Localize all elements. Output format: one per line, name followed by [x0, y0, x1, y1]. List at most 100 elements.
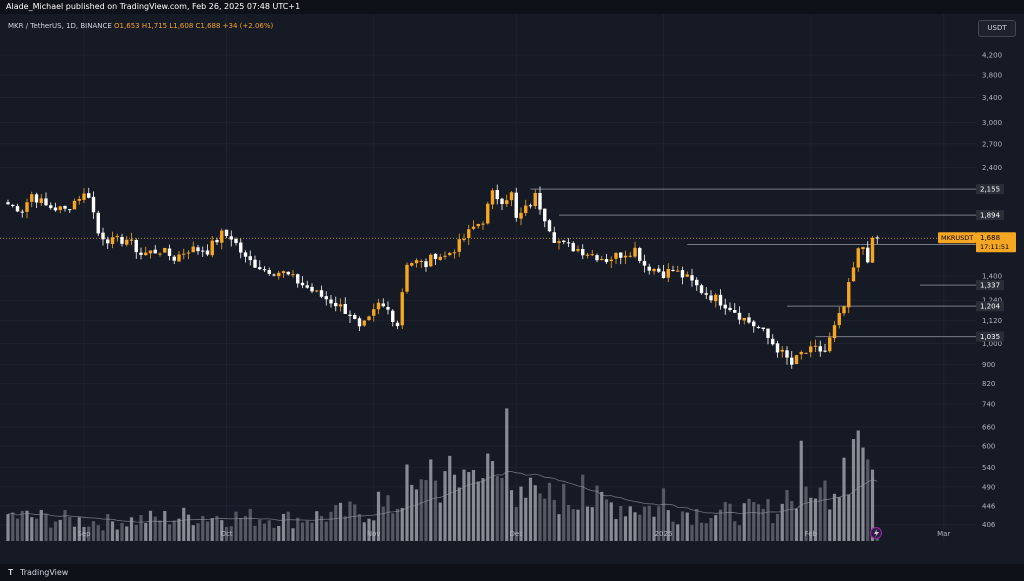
candle[interactable]	[467, 224, 471, 245]
candle[interactable]	[134, 238, 138, 259]
candle-body[interactable]	[433, 253, 438, 260]
candle-body[interactable]	[766, 328, 770, 338]
candle-body[interactable]	[657, 268, 661, 272]
price-axis[interactable]: 4,200 3,800 3,400 3,000 2,700 2,400 1,400 1,240…	[976, 14, 1024, 542]
candle-body[interactable]	[851, 267, 856, 282]
candle[interactable]	[528, 203, 533, 209]
candle-body[interactable]	[785, 350, 789, 358]
candle[interactable]	[832, 321, 837, 343]
candle[interactable]	[728, 302, 732, 312]
candle-body[interactable]	[761, 327, 765, 329]
candle-body[interactable]	[239, 242, 243, 253]
candle[interactable]	[158, 252, 162, 257]
candle[interactable]	[196, 245, 200, 255]
candle[interactable]	[657, 265, 661, 274]
candle[interactable]	[243, 250, 248, 263]
candle-body[interactable]	[191, 246, 195, 253]
candle[interactable]	[685, 271, 689, 278]
candle-body[interactable]	[262, 269, 267, 271]
candle[interactable]	[68, 209, 72, 213]
candle[interactable]	[794, 354, 799, 365]
candle[interactable]	[334, 296, 338, 312]
candle-body[interactable]	[652, 269, 656, 272]
candle[interactable]	[224, 229, 229, 239]
candle-body[interactable]	[861, 247, 865, 250]
candle[interactable]	[609, 256, 613, 269]
candle-body[interactable]	[847, 282, 851, 308]
candle[interactable]	[395, 320, 400, 330]
candle[interactable]	[167, 244, 172, 261]
brand-name[interactable]: TradingView	[20, 568, 69, 577]
candle-body[interactable]	[528, 205, 533, 207]
candle[interactable]	[571, 241, 575, 252]
candle-body[interactable]	[343, 303, 347, 314]
candle[interactable]	[305, 280, 309, 289]
candle-body[interactable]	[699, 285, 704, 294]
candle[interactable]	[177, 251, 181, 262]
candle-body[interactable]	[733, 309, 737, 313]
candle-body[interactable]	[25, 202, 29, 212]
candle[interactable]	[357, 316, 362, 332]
candle-body[interactable]	[277, 272, 281, 277]
candle[interactable]	[101, 227, 105, 246]
candle-body[interactable]	[585, 254, 590, 256]
candle-body[interactable]	[533, 192, 537, 207]
candle[interactable]	[72, 198, 77, 210]
candle-body[interactable]	[201, 250, 205, 252]
candle-body[interactable]	[362, 320, 366, 326]
candle-body[interactable]	[115, 236, 119, 238]
candle-body[interactable]	[424, 261, 428, 268]
candle-body[interactable]	[552, 232, 556, 243]
candle-body[interactable]	[718, 294, 723, 306]
candle[interactable]	[780, 346, 784, 358]
candle-body[interactable]	[334, 302, 338, 307]
candle-body[interactable]	[448, 252, 452, 255]
candle[interactable]	[391, 309, 395, 327]
candle-body[interactable]	[723, 304, 727, 309]
candle[interactable]	[15, 203, 20, 213]
candle[interactable]	[500, 197, 504, 211]
candle[interactable]	[638, 246, 642, 264]
candle[interactable]	[129, 232, 134, 246]
candle-body[interactable]	[386, 307, 390, 310]
candle[interactable]	[690, 268, 694, 287]
candle-body[interactable]	[39, 198, 43, 203]
candle[interactable]	[642, 254, 647, 273]
candle-body[interactable]	[543, 208, 547, 222]
candle-body[interactable]	[633, 247, 637, 257]
candle-body[interactable]	[714, 294, 718, 302]
candle[interactable]	[699, 283, 704, 295]
candle-body[interactable]	[153, 249, 157, 254]
candle-body[interactable]	[823, 350, 827, 352]
candle-body[interactable]	[210, 240, 214, 256]
candle[interactable]	[405, 262, 409, 294]
candle-body[interactable]	[547, 220, 552, 232]
candle[interactable]	[481, 221, 485, 230]
candle-body[interactable]	[604, 259, 609, 263]
candle[interactable]	[652, 267, 656, 275]
candle-body[interactable]	[258, 267, 262, 270]
current-price-badge[interactable]	[976, 232, 1016, 253]
candle-body[interactable]	[6, 202, 10, 205]
candle-body[interactable]	[514, 192, 518, 218]
candle[interactable]	[281, 270, 286, 279]
candle[interactable]	[310, 283, 314, 294]
candle[interactable]	[462, 233, 466, 242]
candle-body[interactable]	[590, 254, 594, 256]
candle-body[interactable]	[34, 194, 39, 203]
candle[interactable]	[619, 252, 623, 265]
candle-body[interactable]	[828, 337, 832, 352]
candle[interactable]	[120, 233, 124, 247]
candle[interactable]	[457, 233, 461, 257]
candle[interactable]	[590, 249, 594, 257]
candle-body[interactable]	[77, 198, 81, 201]
candle[interactable]	[419, 259, 423, 268]
candle-body[interactable]	[281, 271, 286, 274]
candle-body[interactable]	[395, 322, 400, 327]
candle-body[interactable]	[286, 271, 290, 275]
candle[interactable]	[585, 252, 590, 259]
candle[interactable]	[372, 303, 376, 322]
candle-body[interactable]	[158, 253, 162, 255]
candle-body[interactable]	[685, 274, 689, 277]
candle-body[interactable]	[44, 198, 48, 206]
